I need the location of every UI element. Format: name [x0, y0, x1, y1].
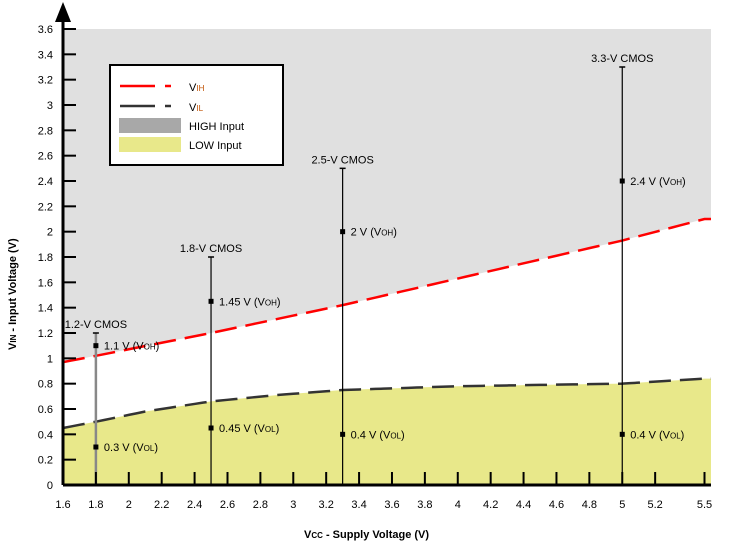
y-tick-label: 0.8: [38, 379, 53, 391]
data-point-label: 2.4 V (VOH): [630, 176, 685, 188]
x-tick-label: 4.6: [549, 499, 564, 511]
legend-label-vih: VIH: [189, 82, 205, 94]
y-tick-label: 2.4: [38, 176, 53, 188]
legend-label-vil: VIL: [189, 102, 204, 114]
y-tick-label: 3: [47, 100, 53, 112]
x-tick-label: 2.8: [253, 499, 268, 511]
x-tick-label: 3.8: [417, 499, 432, 511]
data-point-marker: [340, 431, 346, 437]
legend-swatch-region: [119, 118, 181, 133]
data-point-marker: [93, 444, 99, 450]
standard-label: 1.8-V CMOS: [180, 243, 242, 255]
y-tick-label: 1: [47, 353, 53, 365]
x-tick-label: 3: [290, 499, 296, 511]
data-point-marker: [340, 229, 346, 235]
data-point-label: 0.4 V (VOL): [351, 429, 405, 441]
y-tick-label: 2.6: [38, 151, 53, 163]
series-vih-line: [62, 217, 711, 364]
low-input-region: [63, 378, 711, 485]
data-point-label: 1.1 V (VOH): [104, 341, 159, 353]
y-tick-label: 3.6: [38, 24, 53, 36]
data-point-marker: [619, 431, 625, 437]
y-tick-label: 2: [47, 227, 53, 239]
y-tick-label: 1.4: [38, 303, 53, 315]
x-tick-label: 1.8: [88, 499, 103, 511]
y-tick-label: 3.2: [38, 75, 53, 87]
x-tick-label: 2.4: [187, 499, 202, 511]
data-point-marker: [208, 298, 214, 304]
x-tick-label: 5.5: [697, 499, 712, 511]
data-point-marker: [93, 343, 99, 349]
data-point-marker: [208, 425, 214, 431]
x-tick-label: 4.8: [582, 499, 597, 511]
x-tick-label: 2: [126, 499, 132, 511]
x-tick-label: 5: [619, 499, 625, 511]
x-tick-label: 2.6: [220, 499, 235, 511]
data-point-marker: [619, 178, 625, 184]
y-tick-label: 2.8: [38, 125, 53, 137]
y-tick-label: 1.8: [38, 252, 53, 264]
x-tick-label: 3.4: [351, 499, 366, 511]
legend: VIH VIL HIGH Input LOW Input: [109, 64, 284, 166]
x-tick-label: 3.6: [384, 499, 399, 511]
y-tick-label: 3.4: [38, 49, 53, 61]
y-tick-label: 0.6: [38, 404, 53, 416]
legend-swatch-region: [119, 137, 181, 152]
data-point-label: 0.3 V (VOL): [104, 442, 158, 454]
data-point-label: 2 V (VOH): [351, 227, 397, 239]
y-tick-label: 0.2: [38, 455, 53, 467]
x-tick-label: 4: [455, 499, 461, 511]
x-axis-label: VCC - Supply Voltage (V): [304, 529, 429, 541]
standard-label: 3.3-V CMOS: [591, 53, 653, 65]
x-tick-label: 4.4: [516, 499, 531, 511]
x-tick-label: 5.2: [648, 499, 663, 511]
y-tick-label: 1.2: [38, 328, 53, 340]
series-vil-line: [62, 377, 711, 430]
x-tick-label: 1.6: [55, 499, 70, 511]
x-tick-label: 2.2: [154, 499, 169, 511]
y-tick-label: 1.6: [38, 277, 53, 289]
x-tick-label: 4.2: [483, 499, 498, 511]
data-point-label: 0.45 V (VOL): [219, 423, 279, 435]
y-axis-label: VIN - Input Voltage (V): [7, 238, 19, 350]
data-point-label: 0.4 V (VOL): [630, 429, 684, 441]
legend-label-region: HIGH Input: [189, 121, 244, 133]
standard-label: 1.2-V CMOS: [65, 319, 127, 331]
data-point-label: 1.45 V (VOH): [219, 296, 281, 308]
y-tick-label: 0.4: [38, 429, 53, 441]
y-tick-label: 0: [47, 480, 53, 492]
x-tick-label: 3.2: [319, 499, 334, 511]
standard-label: 2.5-V CMOS: [311, 154, 373, 166]
y-axis-arrow-icon: [55, 2, 71, 22]
legend-label-region: LOW Input: [189, 140, 242, 152]
y-tick-label: 2.2: [38, 201, 53, 213]
